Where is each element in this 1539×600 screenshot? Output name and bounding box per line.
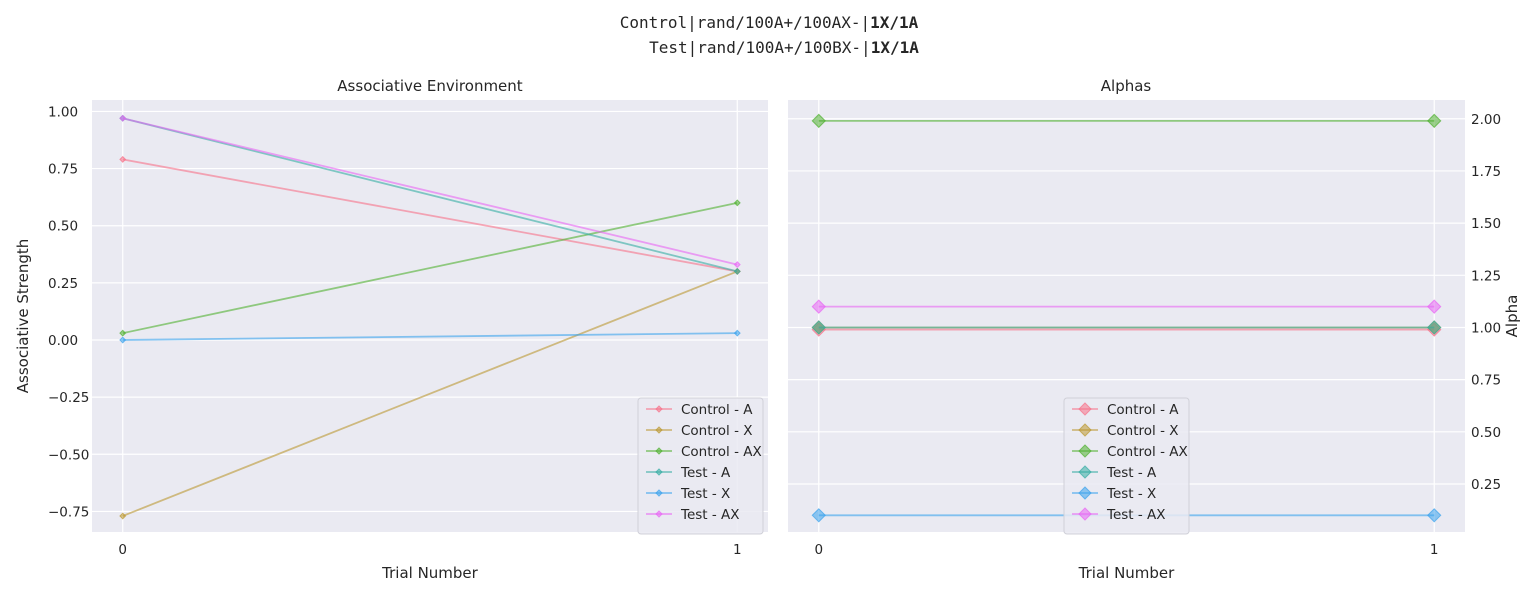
legend-entry: Test - A	[680, 465, 731, 481]
chart-title: Alphas	[1101, 77, 1152, 95]
data-point-control-x	[119, 512, 127, 520]
y-tick-label: 1.50	[1471, 216, 1501, 232]
legend: Control - A Control - X Control - AX Test -…	[637, 397, 764, 535]
series-line-control-a	[122, 158, 738, 273]
legend-entry: Control - A	[1107, 402, 1179, 418]
data-point-test-x	[1427, 508, 1442, 523]
legend-marker	[1078, 423, 1092, 437]
alphas-chart: 2.00 1.75 1.50 1.25 1.00 0.75 0.50 0.25 0 1 Alphas…	[788, 77, 1521, 582]
x-tick-label: 0	[814, 542, 823, 558]
data-point-test-a	[733, 267, 741, 275]
series-line-control-x	[122, 270, 738, 517]
data-point-control-ax	[1427, 113, 1442, 129]
y-tick-label: 0.25	[48, 276, 78, 292]
y-tick-label: 1.75	[1471, 164, 1501, 180]
legend-entry: Test - AX	[680, 507, 740, 523]
y-tick-label: 1.25	[1471, 268, 1501, 284]
legend-marker	[655, 405, 663, 413]
suptitle-line-1: Control|rand/100A+/100AX-|1X/1A	[620, 13, 919, 32]
legend-entry: Control - X	[681, 423, 753, 439]
data-point-test-a	[811, 320, 826, 335]
y-tick-label: 0.75	[1471, 373, 1501, 389]
legend-box	[637, 397, 764, 535]
legend-box	[1063, 397, 1190, 535]
data-point-control-ax	[811, 113, 826, 129]
data-point-test-a	[1427, 320, 1442, 335]
legend-marker	[655, 468, 663, 476]
legend-entry: Control - AX	[1107, 444, 1188, 460]
data-point-test-x	[119, 336, 127, 344]
legend-marker	[1078, 507, 1092, 521]
data-point-control-ax	[119, 329, 127, 337]
y-tick-label: 0.50	[48, 219, 78, 235]
legend-entry: Test - A	[1106, 465, 1157, 481]
y-tick-label: 0.25	[1471, 477, 1501, 493]
y-tick-label: −0.25	[48, 390, 89, 406]
legend-marker	[655, 447, 663, 455]
data-point-control-a	[119, 155, 127, 163]
legend-entry: Test - X	[680, 486, 730, 502]
series-line-test-x	[122, 332, 738, 341]
legend-entry: Control - AX	[681, 444, 762, 460]
associative-environment-chart: 1.00 0.75 0.50 0.25 0.00 −0.25 −0.50 −0.75 0 1 Ass…	[14, 77, 768, 582]
legend-entry: Control - X	[1107, 423, 1179, 439]
legend-marker	[655, 426, 663, 434]
y-axis-label: Alpha	[1503, 295, 1521, 338]
y-tick-label: 0.00	[48, 333, 78, 349]
data-point-test-x	[811, 508, 826, 523]
data-point-test-x	[733, 329, 741, 337]
y-tick-label: 1.00	[48, 104, 78, 120]
legend-marker	[1078, 486, 1092, 500]
data-point-test-ax	[1427, 299, 1442, 314]
x-tick-label: 1	[733, 542, 742, 558]
series-line-control-ax	[122, 201, 738, 335]
suptitle-line-2: Test|rand/100A+/100BX-|1X/1A	[649, 38, 919, 57]
legend-marker	[1078, 465, 1092, 479]
legend-marker	[1078, 402, 1092, 416]
legend-marker	[655, 489, 663, 497]
x-tick-label: 1	[1430, 542, 1439, 558]
y-tick-label: 0.50	[1471, 425, 1501, 441]
legend-entry: Control - A	[681, 402, 753, 418]
y-tick-label: 1.00	[1471, 320, 1501, 336]
y-tick-label: −0.50	[48, 447, 89, 463]
x-axis-label: Trial Number	[381, 564, 479, 582]
y-tick-label: 2.00	[1471, 112, 1501, 128]
legend: Control - A Control - X Control - AX Test -…	[1063, 397, 1190, 535]
chart-title: Associative Environment	[337, 77, 522, 95]
series-line-test-ax	[122, 117, 738, 266]
x-tick-label: 0	[118, 542, 127, 558]
legend-entry: Test - X	[1106, 486, 1156, 502]
x-axis-label: Trial Number	[1078, 564, 1176, 582]
data-point-test-ax	[811, 299, 826, 314]
y-tick-label: 0.75	[48, 162, 78, 178]
legend-entry: Test - AX	[1106, 507, 1166, 523]
legend-marker	[1078, 444, 1092, 458]
data-point-test-ax	[733, 261, 741, 269]
legend-marker	[655, 510, 663, 518]
y-axis-label: Associative Strength	[14, 239, 32, 393]
series-line-test-a	[122, 117, 738, 273]
y-tick-label: −0.75	[48, 504, 89, 520]
data-point-control-ax	[733, 199, 741, 207]
data-point-test-ax	[119, 114, 127, 122]
